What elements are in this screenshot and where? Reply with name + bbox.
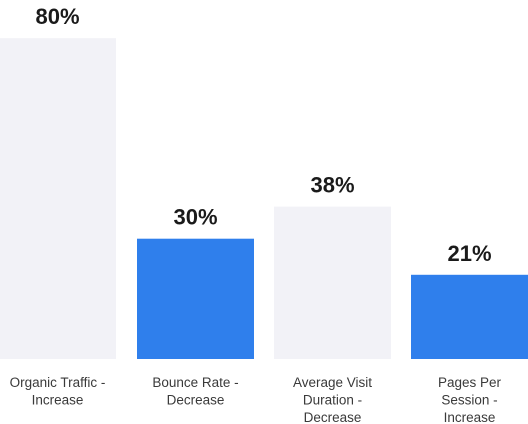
category-label-3-line-1: Average Visit [293,375,372,390]
bar-4 [411,274,528,359]
category-label-1-line-2: Increase [32,393,84,408]
value-label-1: 80% [35,4,79,29]
value-label-3: 38% [310,173,354,198]
category-label-3-line-3: Decrease [304,410,362,424]
category-label-1-line-1: Organic Traffic - [10,375,106,390]
bar-1 [0,38,116,359]
category-label-3-line-2: Duration - [303,393,362,408]
category-label-4-line-3: Increase [444,410,496,424]
category-label-4-line-1: Pages Per [438,375,502,390]
category-label-4-line-2: Session - [441,393,497,408]
category-label-2-line-2: Decrease [167,393,225,408]
bar-3 [274,206,391,359]
value-label-4: 21% [447,241,491,266]
value-label-2: 30% [173,205,217,230]
category-label-2-line-1: Bounce Rate - [152,375,238,390]
bar-2 [137,238,254,359]
